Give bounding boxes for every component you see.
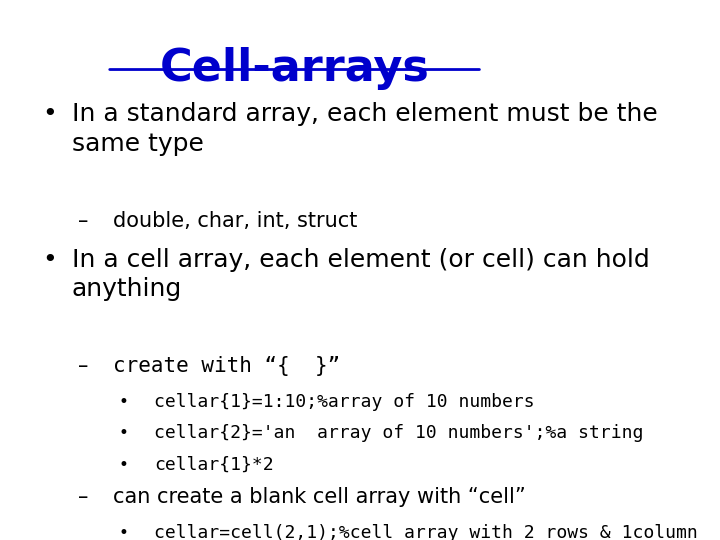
Text: –: – [78,487,88,507]
Text: cellar{1}=1:10;%array of 10 numbers: cellar{1}=1:10;%array of 10 numbers [154,393,534,411]
Text: •: • [42,248,57,272]
Text: •: • [42,102,57,126]
Text: Cell-arrays: Cell-arrays [160,47,430,90]
Text: cellar{2}='an  array of 10 numbers';%a string: cellar{2}='an array of 10 numbers';%a st… [154,424,643,442]
Text: In a cell array, each element (or cell) can hold
anything: In a cell array, each element (or cell) … [72,248,649,301]
Text: •: • [119,456,129,474]
Text: can create a blank cell array with “cell”: can create a blank cell array with “cell… [113,487,526,507]
Text: cellar{1}*2: cellar{1}*2 [154,456,274,474]
Text: In a standard array, each element must be the
same type: In a standard array, each element must b… [72,102,657,156]
Text: •: • [119,424,129,442]
Text: –: – [78,211,88,231]
Text: cellar=cell(2,1);%cell array with 2 rows & 1column: cellar=cell(2,1);%cell array with 2 rows… [154,524,698,540]
Text: •: • [119,524,129,540]
Text: •: • [119,393,129,411]
Text: –: – [78,356,88,376]
Text: create with “{  }”: create with “{ }” [113,356,340,376]
Text: double, char, int, struct: double, char, int, struct [113,211,357,231]
